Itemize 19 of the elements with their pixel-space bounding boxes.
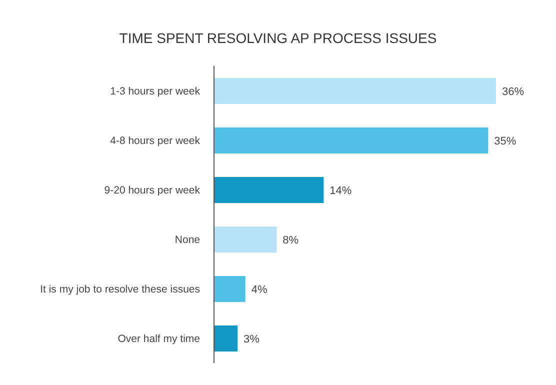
bar [214,78,496,104]
bar [214,276,246,302]
data-label: 8% [282,234,299,246]
data-label: 4% [251,284,268,296]
bar [214,326,238,352]
y-tick-label: Over half my time [118,332,200,345]
y-tick-label: 4-8 hours per week [110,134,201,147]
data-label: 36% [502,86,524,98]
chart-title: TIME SPENT RESOLVING AP PROCESS ISSUES [118,29,438,48]
y-tick-label: 1-3 hours per week [110,85,201,98]
bar [214,226,277,252]
y-tick-label: None [174,234,200,246]
data-label: 3% [244,333,260,346]
bar [214,177,324,203]
y-tick-label: It is my job to resolve these issues [40,283,200,296]
bar [214,128,488,154]
y-tick-label: 9-20 hours per week [104,184,201,196]
data-label: 35% [494,135,516,148]
data-label: 14% [330,184,352,197]
